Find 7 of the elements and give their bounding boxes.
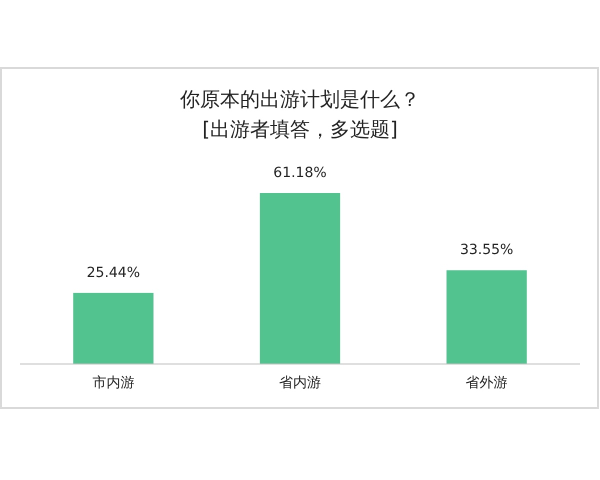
x-tick-label: 市内游	[92, 375, 134, 391]
x-tick-label: 省外游	[466, 375, 508, 391]
data-label: 25.44%	[86, 264, 140, 281]
data-label: 61.18%	[273, 165, 327, 181]
x-tick-label: 省内游	[279, 375, 321, 391]
chart-title: 你原本的出游计划是什么？ [出游者填答，多选题]	[179, 87, 420, 141]
data-label: 33.55%	[460, 242, 514, 258]
